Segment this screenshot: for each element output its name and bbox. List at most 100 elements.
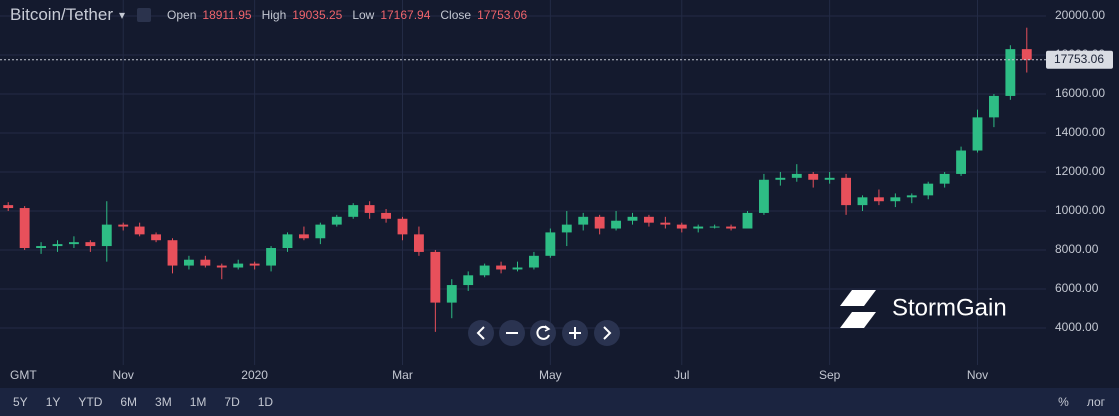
candle-body <box>36 246 46 249</box>
candle-body <box>644 216 654 223</box>
symbol[interactable]: Bitcoin/Tether <box>10 5 113 24</box>
ohlc-value: 17167.94 <box>380 8 431 22</box>
candle-body <box>381 212 391 219</box>
candle-body <box>249 263 260 266</box>
candle-body <box>529 255 539 268</box>
candle-body <box>331 216 342 225</box>
x-tick-label: Nov <box>113 368 134 382</box>
candle-body <box>545 232 556 256</box>
ohlc-value: 18911.95 <box>202 8 252 22</box>
timezone-label: GMT <box>10 368 37 382</box>
candle-body <box>742 212 753 229</box>
candle-body <box>348 205 359 217</box>
y-tick-label: 14000.00 <box>1055 125 1105 139</box>
x-tick-label: 2020 <box>241 368 268 382</box>
candle-body <box>1005 49 1016 96</box>
toolbar: 5Y 1Y YTD 6M 3M 1M 7D 1D % лог <box>0 388 1119 416</box>
pan-right[interactable] <box>594 320 620 346</box>
candle-body <box>759 179 769 213</box>
y-tick-label: 12000.00 <box>1055 164 1105 178</box>
range-button[interactable]: 6M <box>120 395 138 409</box>
candle-body <box>397 218 408 235</box>
header: Bitcoin/Tether ▾ Open 18911.95 High 19035.2… <box>10 5 531 25</box>
candle-body <box>890 197 901 202</box>
range-button[interactable]: YTD <box>78 395 103 409</box>
candle-body <box>184 259 194 266</box>
brand-name: StormGain <box>892 294 1007 321</box>
candle-body <box>578 216 589 225</box>
ohlc-value: 17753.06 <box>477 8 528 22</box>
x-tick-label: Jul <box>674 368 689 382</box>
candle-body <box>134 226 145 235</box>
candle-body <box>775 177 786 180</box>
nav-buttons <box>468 320 620 346</box>
last-price-box <box>1046 50 1113 69</box>
x-tick-label: Sep <box>819 368 841 382</box>
visibility-toggle[interactable] <box>137 8 152 22</box>
background <box>0 0 1119 388</box>
candle-body <box>841 177 851 206</box>
candle-body <box>299 234 309 239</box>
y-tick-label: 20000.00 <box>1055 8 1105 22</box>
candle-body <box>857 197 868 206</box>
zoom-out[interactable] <box>499 320 525 346</box>
candle-body <box>561 224 572 233</box>
candle-body <box>85 242 96 247</box>
ohlc-label: Open <box>167 8 197 22</box>
x-tick-label: May <box>539 368 562 382</box>
candle-body <box>101 224 112 247</box>
candle-body <box>923 183 934 196</box>
range-button[interactable]: 5Y <box>13 395 28 409</box>
ohlc-label: High <box>261 8 287 22</box>
candle-body <box>627 216 638 221</box>
candle-body <box>594 216 605 229</box>
range-button[interactable]: 1M <box>189 395 207 409</box>
candle-body <box>726 226 736 229</box>
candle-body <box>479 265 490 276</box>
candle-body <box>364 205 375 213</box>
candle-body <box>496 265 506 270</box>
candle-body <box>693 226 704 229</box>
candle-body <box>989 95 999 118</box>
brand-logo: StormGain <box>840 290 1007 328</box>
candle-body <box>1021 49 1032 60</box>
symbol-caret[interactable]: ▾ <box>119 8 126 22</box>
y-tick-label: 4000.00 <box>1055 320 1099 334</box>
candle-body <box>611 220 621 229</box>
range-button[interactable]: 7D <box>224 395 240 409</box>
candle-body <box>874 197 884 202</box>
range-buttons: 5Y 1Y YTD 6M 3M 1M 7D 1D <box>13 395 273 409</box>
candle-body <box>972 117 983 151</box>
candle-body <box>52 244 63 247</box>
logo-shape <box>840 290 876 306</box>
candle-body <box>956 150 966 174</box>
y-tick-label: 8000.00 <box>1055 242 1099 256</box>
zoom-in[interactable] <box>562 320 588 346</box>
candle-body <box>3 205 14 209</box>
candle-body <box>430 251 441 303</box>
candle-body <box>791 173 802 178</box>
y-tick-label: 6000.00 <box>1055 281 1099 295</box>
scale-button[interactable]: лог <box>1086 395 1105 409</box>
pan-left[interactable] <box>468 320 494 346</box>
range-button[interactable]: 1Y <box>45 395 61 409</box>
candle-body <box>824 177 835 180</box>
range-button[interactable]: 3M <box>155 395 172 409</box>
candle-body <box>906 195 917 198</box>
candle-body <box>167 240 178 266</box>
reset[interactable] <box>530 320 556 346</box>
candle-body <box>266 248 276 266</box>
logo-shape <box>840 312 876 328</box>
candle-body <box>151 234 161 241</box>
candle-body <box>808 173 819 180</box>
candle-body <box>200 259 211 266</box>
ohlc-label: Low <box>352 8 375 22</box>
candle-body <box>512 267 523 270</box>
candle-body <box>709 226 720 228</box>
range-button[interactable]: 1D <box>257 395 274 409</box>
y-tick-label: 10000.00 <box>1055 203 1105 217</box>
ohlc-value: 19035.25 <box>292 8 343 22</box>
candle-body <box>118 224 129 227</box>
candle-body <box>233 263 244 268</box>
scale-button[interactable]: % <box>1058 395 1069 409</box>
